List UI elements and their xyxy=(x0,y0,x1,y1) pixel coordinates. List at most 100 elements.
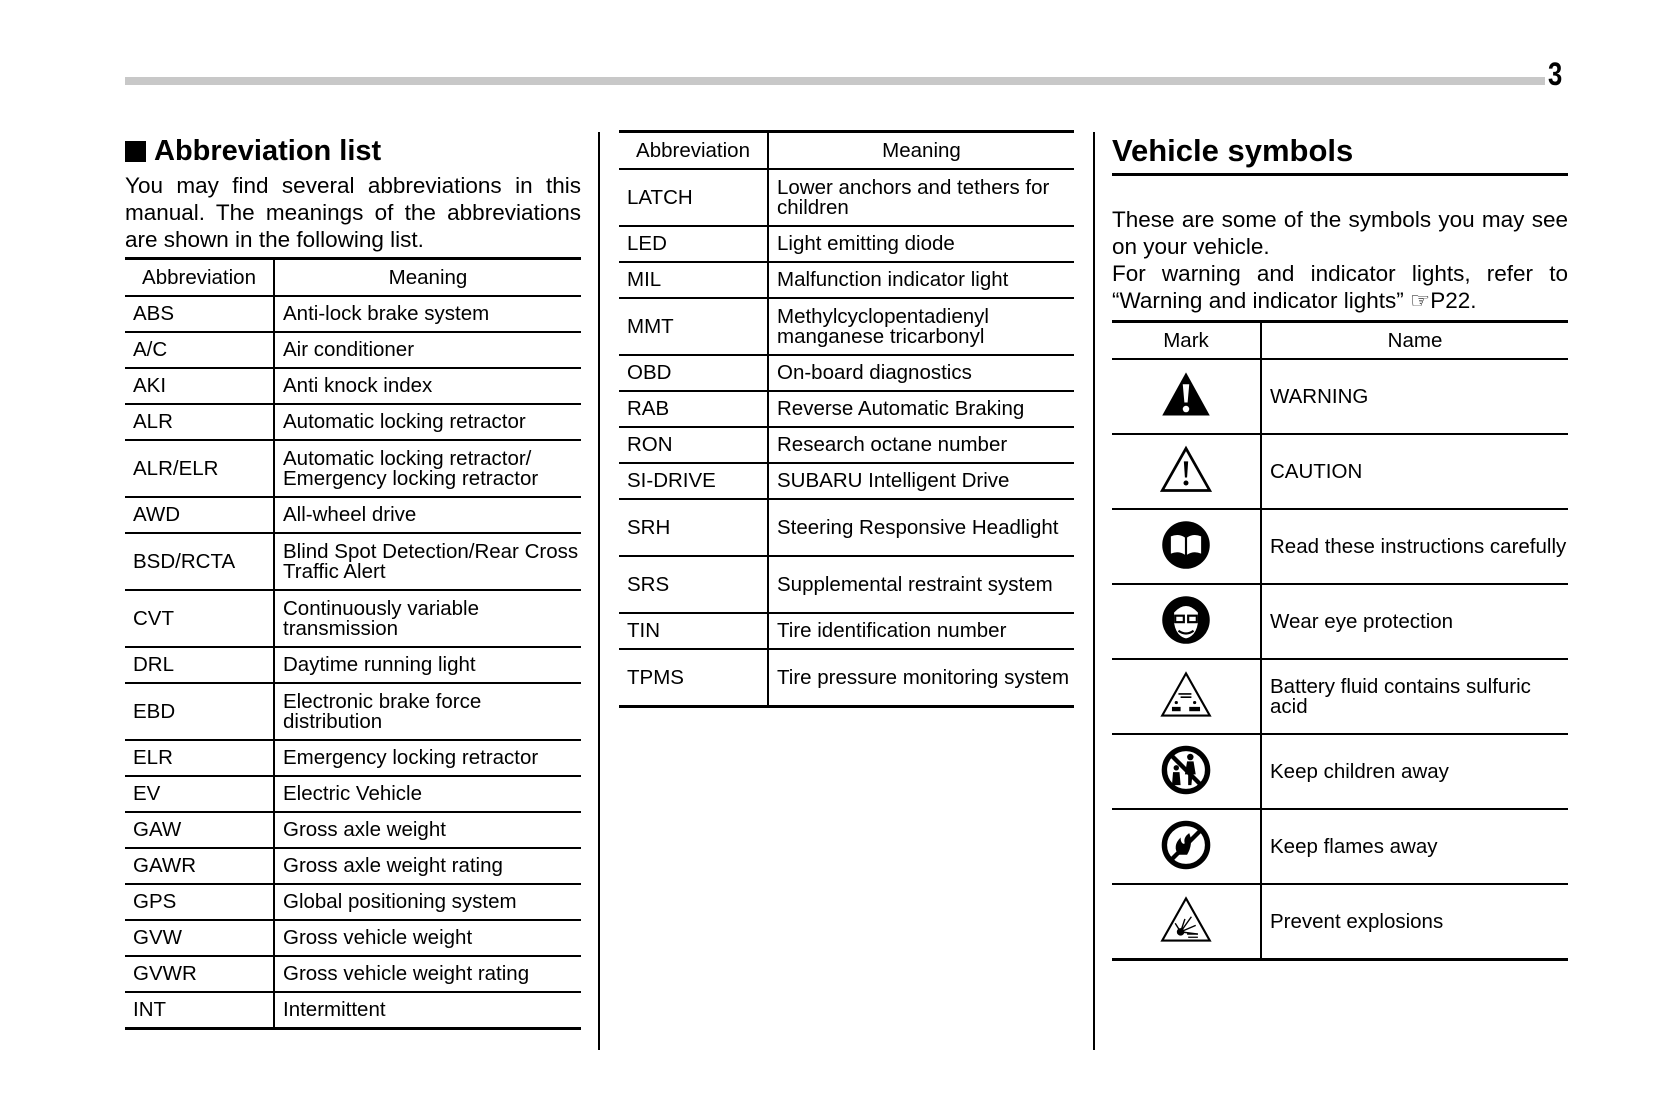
header-meaning: Meaning xyxy=(882,138,961,162)
vehicle-symbols-column: Vehicle symbols These are some of the sy… xyxy=(1112,133,1568,961)
meaning-cell: Reverse Automatic Braking xyxy=(777,397,1025,420)
meaning-cell: Research octane number xyxy=(777,433,1008,456)
abbreviation-cell: INT xyxy=(125,992,275,1029)
abbreviation-cell: LED xyxy=(619,226,769,262)
header-rule xyxy=(125,77,1545,85)
battery-acid-icon xyxy=(1160,670,1212,717)
abbreviation-cell: GAWR xyxy=(125,848,275,884)
abbreviation-cell: TPMS xyxy=(619,649,769,707)
meaning-cell: Automatic locking retractor xyxy=(283,410,526,433)
meaning-cell: Air conditioner xyxy=(283,338,415,361)
table-row: Battery fluid contains sulfuric acid xyxy=(1112,659,1568,734)
table-row: BSD/RCTA Blind Spot Detection/Rear Cross … xyxy=(125,533,581,590)
table-row: A/C Air conditioner xyxy=(125,332,581,368)
table-row: SRH Steering Responsive Headlight xyxy=(619,499,1074,556)
meaning-cell: Global positioning system xyxy=(283,890,517,913)
meaning-cell: Continuously variable transmission xyxy=(283,596,480,640)
vehicle-symbols-table: Mark Name WARNING CAUTION Read these instr… xyxy=(1112,320,1568,961)
abbreviation-cell: GVWR xyxy=(125,956,275,992)
meaning-cell: Electric Vehicle xyxy=(283,782,423,805)
meaning-cell: Blind Spot Detection/Rear Cross Traffic … xyxy=(283,539,579,583)
meaning-cell: Gross axle weight xyxy=(283,818,446,841)
page-number: 3 xyxy=(1548,56,1563,92)
meaning-cell: Daytime running light xyxy=(283,653,476,676)
abbreviation-column-right: Abbreviation Meaning LATCH Lower anchors … xyxy=(619,130,1074,708)
mark-cell xyxy=(1112,359,1262,434)
meaning-cell: Tire identification number xyxy=(777,619,1007,642)
caution-outline-triangle-icon xyxy=(1159,445,1213,492)
abbreviation-intro: You may find several abbreviations in th… xyxy=(125,173,581,252)
mark-cell xyxy=(1112,734,1262,809)
abbreviation-cell: SRS xyxy=(619,556,769,613)
symbol-name-cell: WARNING xyxy=(1270,384,1369,408)
vehicle-symbols-title: Vehicle symbols xyxy=(1112,133,1568,176)
column-divider xyxy=(598,132,600,1050)
abbreviation-cell: RON xyxy=(619,427,769,463)
warning-filled-triangle-icon xyxy=(1162,371,1210,416)
meaning-cell: Supplemental restraint system xyxy=(777,572,1053,596)
symbol-name-cell: Read these instructions carefully xyxy=(1270,534,1567,558)
table-row: RAB Reverse Automatic Braking xyxy=(619,391,1074,427)
abbreviation-cell: AKI xyxy=(125,368,275,404)
mark-cell xyxy=(1112,659,1262,734)
abbreviation-cell: TIN xyxy=(619,613,769,649)
table-row: MMT Methylcyclopentadienyl manganese tric… xyxy=(619,298,1074,355)
mark-cell xyxy=(1112,809,1262,884)
abbreviation-cell: GVW xyxy=(125,920,275,956)
table-row: Prevent explosions xyxy=(1112,884,1568,960)
table-row: Keep flames away xyxy=(1112,809,1568,884)
abbreviation-cell: ABS xyxy=(125,296,275,332)
abbreviation-cell: SI-DRIVE xyxy=(619,463,769,499)
abbreviation-cell: MMT xyxy=(619,298,769,355)
header-abbreviation: Abbreviation xyxy=(125,258,275,296)
meaning-cell: On-board diagnostics xyxy=(777,361,972,384)
abbreviation-title: Abbreviation list xyxy=(154,134,382,167)
table-row: AKI Anti knock index xyxy=(125,368,581,404)
table-row: CVT Continuously variable transmission xyxy=(125,590,581,647)
table-row: WARNING xyxy=(1112,359,1568,434)
meaning-cell: Lower anchors and tethers for children xyxy=(777,175,1050,219)
meaning-cell: Emergency locking retractor xyxy=(283,746,539,769)
vehicle-symbols-intro: These are some of the symbols you may se… xyxy=(1112,207,1568,259)
meaning-cell: Steering Responsive Headlight xyxy=(777,515,1059,539)
meaning-cell: Electronic brake force distribution xyxy=(283,689,482,733)
meaning-cell: All-wheel drive xyxy=(283,503,417,526)
symbol-name-cell: Battery fluid contains sulfuric acid xyxy=(1270,674,1531,718)
abbreviation-cell: OBD xyxy=(619,355,769,391)
keep-flames-away-icon xyxy=(1161,820,1211,869)
meaning-cell: SUBARU Intelligent Drive xyxy=(777,469,1010,492)
square-bullet-icon xyxy=(125,140,146,162)
read-instructions-icon xyxy=(1162,520,1210,569)
meaning-cell: Intermittent xyxy=(283,998,386,1021)
abbreviation-table-right: Abbreviation Meaning LATCH Lower anchors … xyxy=(619,130,1074,708)
meaning-cell: Gross vehicle weight xyxy=(283,926,473,949)
table-row: DRL Daytime running light xyxy=(125,647,581,683)
section-heading: Abbreviation list xyxy=(125,133,581,169)
meaning-cell: Automatic locking retractor/ Emergency l… xyxy=(283,446,539,490)
vehicle-symbols-reference: For warning and indicator lights, refer … xyxy=(1112,261,1568,313)
meaning-cell: Anti-lock brake system xyxy=(283,302,490,325)
keep-children-away-icon xyxy=(1161,745,1211,794)
abbreviation-cell: CVT xyxy=(125,590,275,647)
mark-cell xyxy=(1112,509,1262,584)
abbreviation-column-left: Abbreviation list You may find several a… xyxy=(125,133,581,1030)
table-row: EV Electric Vehicle xyxy=(125,776,581,812)
table-row: ELR Emergency locking retractor xyxy=(125,740,581,776)
abbreviation-cell: ALR/ELR xyxy=(125,440,275,497)
meaning-cell: Malfunction indicator light xyxy=(777,268,1009,291)
table-row: AWD All-wheel drive xyxy=(125,497,581,533)
table-row: LATCH Lower anchors and tethers for child… xyxy=(619,169,1074,226)
table-row: GPS Global positioning system xyxy=(125,884,581,920)
mark-cell xyxy=(1112,584,1262,659)
table-row: MIL Malfunction indicator light xyxy=(619,262,1074,298)
column-divider xyxy=(1093,132,1095,1050)
table-row: SI-DRIVE SUBARU Intelligent Drive xyxy=(619,463,1074,499)
abbreviation-cell: RAB xyxy=(619,391,769,427)
mark-cell xyxy=(1112,434,1262,509)
abbreviation-cell: LATCH xyxy=(619,169,769,226)
abbreviation-cell: GPS xyxy=(125,884,275,920)
abbreviation-cell: EBD xyxy=(125,683,275,740)
table-row: TIN Tire identification number xyxy=(619,613,1074,649)
table-row: ALR/ELR Automatic locking retractor/ Emer… xyxy=(125,440,581,497)
table-row: CAUTION xyxy=(1112,434,1568,509)
